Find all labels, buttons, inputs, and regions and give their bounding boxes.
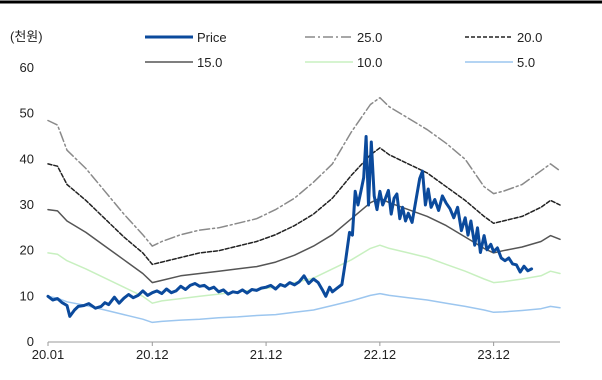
y-tick-label: 40 — [20, 151, 34, 166]
series-line-Price — [46, 135, 534, 318]
series-line-25.0 — [47, 96, 561, 247]
series-line-10.0 — [47, 244, 561, 304]
y-tick-label: 20 — [20, 243, 34, 258]
y-tick-label: 50 — [20, 106, 34, 121]
x-tick-label: 23.12 — [477, 347, 510, 362]
series-line-5.0 — [47, 292, 561, 324]
x-tick-label: 20.12 — [136, 347, 169, 362]
x-tick-label: 21.12 — [250, 347, 283, 362]
legend-label-15.0: 15.0 — [197, 55, 222, 70]
series-line-15.0 — [47, 197, 561, 284]
x-axis: 20.01 20.12 21.12 22.12 23.12 — [32, 342, 510, 362]
y-tick-label: 60 — [20, 60, 34, 75]
legend: Price 25.0 20.0 15.0 10.0 5.0 — [145, 30, 542, 70]
legend-label-20.0: 20.0 — [517, 30, 542, 45]
y-axis: 0 10 20 30 40 50 60 — [20, 60, 34, 349]
series-lines — [46, 96, 561, 324]
legend-label-25.0: 25.0 — [357, 30, 382, 45]
legend-label-5.0: 5.0 — [517, 55, 535, 70]
y-tick-label: 10 — [20, 288, 34, 303]
legend-label-10.0: 10.0 — [357, 55, 382, 70]
y-tick-label: 0 — [27, 334, 34, 349]
x-tick-label: 20.01 — [32, 347, 65, 362]
legend-label-Price: Price — [197, 30, 227, 45]
series-line-20.0 — [47, 147, 561, 266]
y-tick-label: 30 — [20, 197, 34, 212]
x-tick-label: 22.12 — [364, 347, 397, 362]
y-axis-unit-label: (천원) — [10, 29, 43, 44]
